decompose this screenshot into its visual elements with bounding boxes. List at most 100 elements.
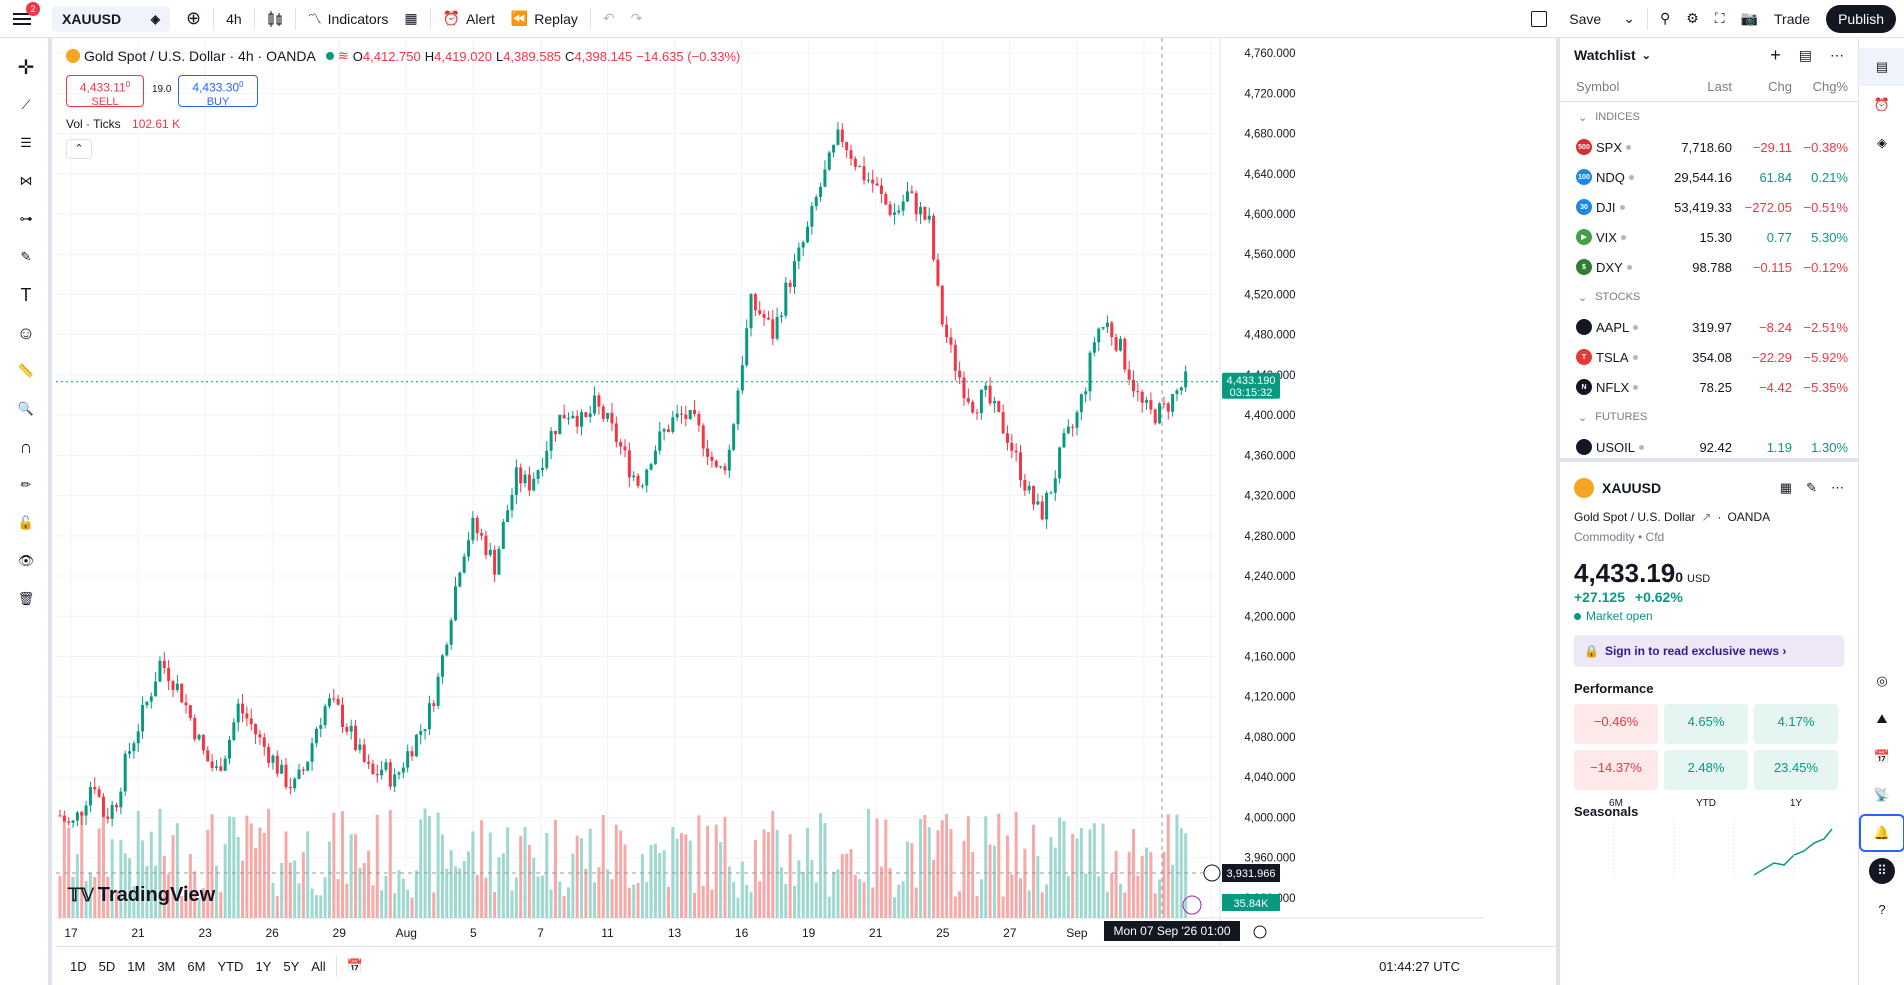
- target-tab[interactable]: ◎: [1859, 662, 1904, 700]
- section-header[interactable]: ⌄ STOCKS: [1560, 282, 1858, 312]
- help-tab[interactable]: ?: [1859, 890, 1904, 928]
- pattern-tool[interactable]: ⋈: [0, 162, 52, 200]
- watchlist-row[interactable]: 500 SPX 7,718.60 −29.11 −0.38%: [1560, 132, 1858, 162]
- layers-tab[interactable]: ◈: [1859, 124, 1904, 162]
- news-banner[interactable]: 🔒 Sign in to read exclusive news ›: [1574, 635, 1844, 667]
- magnet-tool[interactable]: ∩: [0, 428, 52, 466]
- range-1m[interactable]: 1M: [127, 958, 146, 974]
- section-header[interactable]: ⌄ INDICES: [1560, 102, 1858, 132]
- apps-tab[interactable]: ⠿: [1859, 852, 1904, 890]
- chart-type-button[interactable]: [259, 0, 291, 38]
- ruler-tool[interactable]: 📏: [0, 352, 52, 390]
- fullscreen-button[interactable]: ⛶: [1707, 0, 1733, 38]
- watchlist-row[interactable]: $ DXY 98.788 −0.115 −0.12%: [1560, 252, 1858, 282]
- interval-button[interactable]: 4h: [226, 10, 242, 27]
- candle-body: [1179, 387, 1183, 391]
- add-symbol-icon[interactable]: +: [1770, 44, 1781, 65]
- delete-tool[interactable]: 🗑: [0, 580, 52, 618]
- external-link-icon[interactable]: ↗: [1701, 510, 1712, 524]
- lock-drawing-tool[interactable]: ✏: [0, 466, 52, 504]
- crosshair-tool[interactable]: ✛: [0, 48, 52, 86]
- more-icon[interactable]: ⋯: [1830, 46, 1844, 63]
- watchlist-row[interactable]: 100 NDQ 29,544.16 61.84 0.21%: [1560, 162, 1858, 192]
- details-symbol[interactable]: XAUUSD: [1602, 480, 1662, 496]
- undo-button[interactable]: ↶: [602, 10, 615, 26]
- quick-search-button[interactable]: ⚲: [1652, 0, 1678, 38]
- goto-date-button[interactable]: 📅: [341, 958, 369, 974]
- candle-body: [1118, 338, 1122, 351]
- range-1d[interactable]: 1D: [70, 958, 87, 974]
- candle-body: [1184, 371, 1188, 388]
- snapshot-button[interactable]: 📷: [1733, 0, 1766, 38]
- zoom-tool[interactable]: 🔍: [0, 390, 52, 428]
- save-dropdown[interactable]: ⌄: [1615, 0, 1643, 38]
- watchlist-tab[interactable]: ▤: [1859, 48, 1904, 86]
- add-symbol-button[interactable]: ⊕: [178, 0, 209, 38]
- replay-button[interactable]: ⏪ Replay: [503, 0, 586, 38]
- buy-button[interactable]: 4,433.300 BUY: [178, 75, 258, 108]
- range-1y[interactable]: 1Y: [255, 958, 272, 974]
- watchlist-row[interactable]: USOIL 92.42 1.19 1.30%: [1560, 432, 1858, 458]
- range-5d[interactable]: 5D: [98, 958, 116, 974]
- grid-icon[interactable]: ▦: [1779, 480, 1793, 495]
- col-symbol[interactable]: Symbol: [1576, 79, 1620, 94]
- redo-button[interactable]: ↷: [630, 10, 643, 26]
- alerts-tab[interactable]: ⏰: [1859, 86, 1904, 124]
- templates-button[interactable]: ▦: [396, 0, 425, 38]
- alert-button[interactable]: ⏰ Alert: [435, 0, 503, 38]
- range-3m[interactable]: 3M: [157, 958, 176, 974]
- watchlist-row[interactable]: T TSLA 354.08 −22.29 −5.92%: [1560, 342, 1858, 372]
- volume-bar: [128, 858, 132, 918]
- ideas-tab[interactable]: ⛰: [1859, 700, 1904, 738]
- visibility-tool[interactable]: 👁: [0, 542, 52, 580]
- stream-tab[interactable]: 📡: [1859, 776, 1904, 814]
- y-tick-label: 4,480.000: [1244, 330, 1295, 342]
- volume-bar: [1114, 850, 1118, 918]
- forecast-tool[interactable]: ⊶: [0, 200, 52, 238]
- candle-body: [214, 766, 218, 768]
- volume-bar: [1040, 892, 1044, 918]
- trade-button[interactable]: Trade: [1774, 10, 1811, 27]
- indicators-button[interactable]: 〽 Indicators: [300, 0, 397, 38]
- fib-tool[interactable]: ☰: [0, 124, 52, 162]
- menu-button[interactable]: 2: [0, 0, 44, 38]
- range-ytd[interactable]: YTD: [217, 958, 244, 974]
- advanced-view-icon[interactable]: ▤: [1798, 46, 1812, 63]
- sell-button[interactable]: 4,433.110 SELL: [66, 75, 144, 108]
- save-button[interactable]: Save: [1569, 10, 1602, 27]
- candle-body: [210, 761, 214, 768]
- section-header[interactable]: ⌄ FUTURES: [1560, 402, 1858, 432]
- watchlist-row[interactable]: 30 DJI 53,419.33 −272.05 −0.51%: [1560, 192, 1858, 222]
- symbol-search[interactable]: XAUUSD ◈: [44, 0, 178, 38]
- collapse-legend-button[interactable]: ⌃: [66, 139, 92, 159]
- utc-clock[interactable]: 01:44:27 UTC: [1379, 958, 1460, 974]
- calendar-icon: 📅: [1873, 749, 1891, 764]
- settings-button[interactable]: ⚙: [1678, 0, 1707, 38]
- edit-icon[interactable]: ✎: [1806, 480, 1817, 495]
- notifications-tab[interactable]: 🔔: [1859, 814, 1904, 852]
- trendline-tool[interactable]: ⟋: [0, 86, 52, 124]
- col-last[interactable]: Last: [1707, 79, 1732, 94]
- lock-tool[interactable]: 🔓: [0, 504, 52, 542]
- row-symbol-label: DXY: [1596, 259, 1623, 275]
- range-5y[interactable]: 5Y: [283, 958, 300, 974]
- price-chart[interactable]: 1721232629Aug5711131619212527Sep394,760.…: [56, 38, 1484, 946]
- layout-button[interactable]: [1523, 0, 1555, 38]
- brush-tool[interactable]: ✎: [0, 238, 52, 276]
- emoji-tool[interactable]: ☺: [0, 314, 52, 352]
- watchlist-title[interactable]: Watchlist: [1574, 47, 1636, 63]
- calendar-tab[interactable]: 📅: [1859, 738, 1904, 776]
- col-chg[interactable]: Chg: [1768, 79, 1792, 94]
- perf-label: YTD: [1696, 798, 1716, 809]
- candle-body: [449, 620, 453, 645]
- watchlist-row[interactable]: ▶ VIX 15.30 0.77 5.30%: [1560, 222, 1858, 252]
- range-all[interactable]: All: [311, 958, 326, 974]
- watchlist-row[interactable]: N NFLX 78.25 −4.42 −5.35%: [1560, 372, 1858, 402]
- more-icon[interactable]: ⋯: [1831, 480, 1844, 495]
- col-chg-pct[interactable]: Chg%: [1812, 79, 1848, 94]
- text-tool[interactable]: T: [0, 276, 52, 314]
- watchlist-row[interactable]: AAPL 319.97 −8.24 −2.51%: [1560, 312, 1858, 342]
- volume-bar: [992, 845, 996, 918]
- publish-button[interactable]: Publish: [1826, 4, 1896, 33]
- range-6m[interactable]: 6M: [187, 958, 206, 974]
